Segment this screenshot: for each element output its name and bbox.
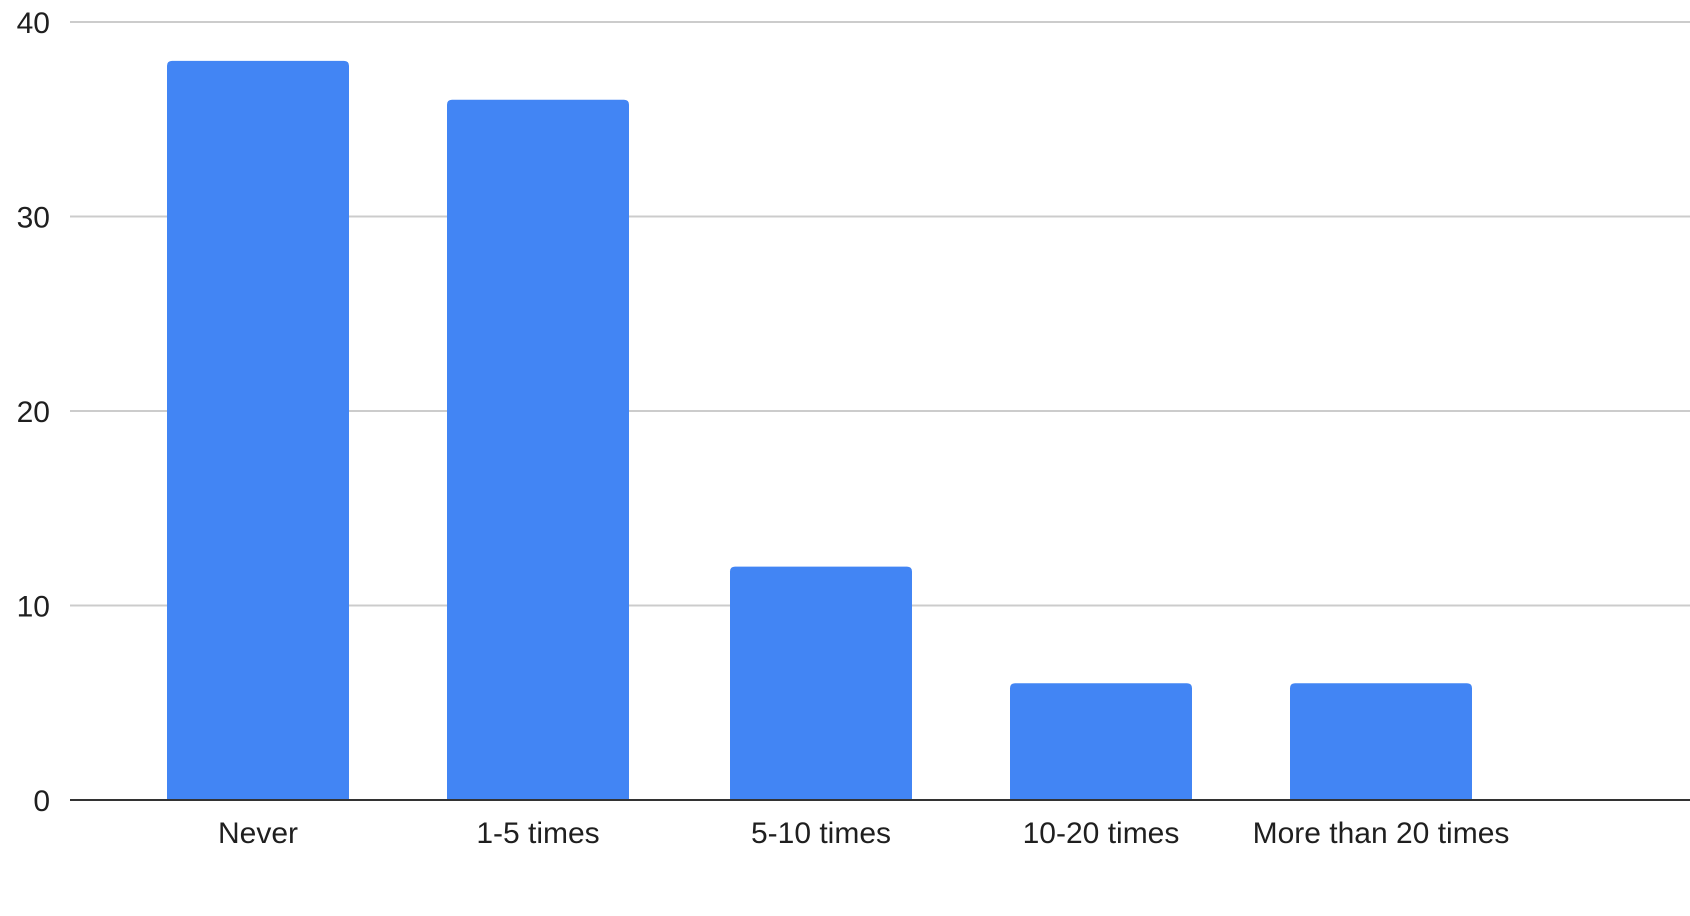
bars [167,60,1472,801]
x-axis-categories: Never 1-5 times 5-10 times 10-20 times More … [218,817,1509,850]
bar-more-than-20-times [1290,683,1472,800]
bar-1-5-times [447,99,629,801]
y-tick-label: 10 [17,591,50,624]
y-tick-label: 40 [17,7,50,40]
x-category-label: Never [218,817,298,850]
y-tick-label: 30 [17,202,50,235]
bar-never [167,60,349,800]
x-category-label: More than 20 times [1253,817,1510,850]
y-axis-ticks: 0 10 20 30 40 [17,7,50,818]
bar-5-10-times [730,566,912,800]
y-tick-label: 0 [33,785,50,818]
x-category-label: 1-5 times [476,817,599,850]
y-tick-label: 20 [17,396,50,429]
x-category-label: 5-10 times [751,817,891,850]
bar-10-20-times [1010,683,1192,800]
x-category-label: 10-20 times [1023,817,1180,850]
